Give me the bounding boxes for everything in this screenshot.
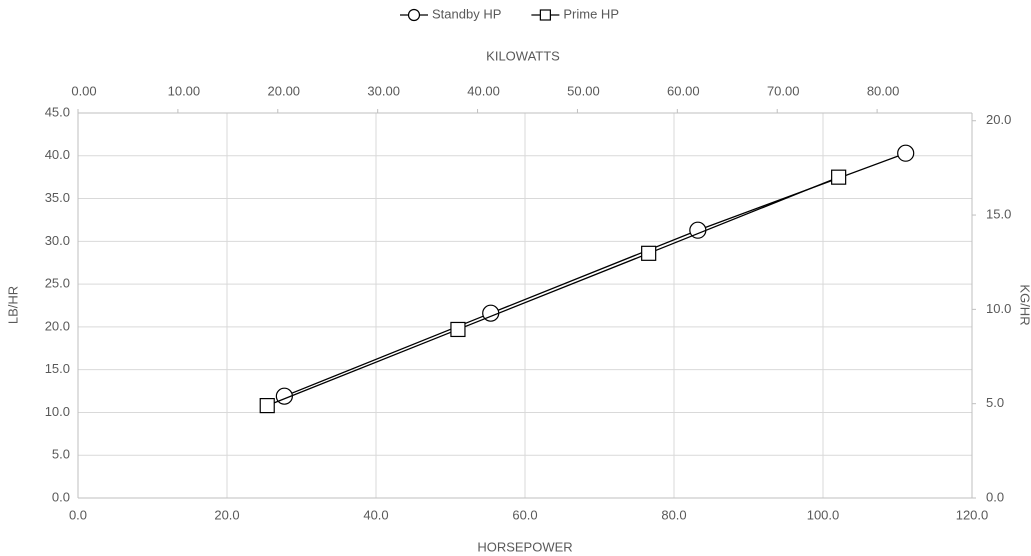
y-tick-label: 40.0 (45, 147, 70, 162)
data-point (641, 245, 657, 261)
y-tick-label: 30.0 (45, 233, 70, 248)
data-point (831, 169, 847, 185)
y-tick-label: 5.0 (52, 447, 70, 462)
y-tick-label: 0.0 (52, 489, 70, 504)
y-tick-label: 15.0 (45, 361, 70, 376)
x2-axis-title: KILOWATTS (486, 48, 560, 63)
x2-tick-label: 40.00 (467, 83, 500, 98)
series-line (266, 176, 839, 407)
y2-tick-label: 5.0 (986, 395, 1004, 410)
y-tick-label: 10.0 (45, 404, 70, 419)
x-tick-label: 0.0 (69, 507, 87, 522)
x2-tick-label: 20.00 (268, 83, 301, 98)
y-tick-label: 25.0 (45, 276, 70, 291)
x-axis-title: HORSEPOWER (477, 539, 572, 554)
x-tick-label: 20.0 (214, 507, 239, 522)
y2-tick-label: 20.0 (986, 112, 1011, 127)
x2-tick-label: 30.00 (367, 83, 400, 98)
x-tick-label: 40.0 (363, 507, 388, 522)
x-tick-label: 60.0 (512, 507, 537, 522)
x2-tick-label: 10.00 (168, 83, 201, 98)
y-tick-label: 35.0 (45, 190, 70, 205)
y2-tick-label: 10.0 (986, 301, 1011, 316)
x-tick-label: 80.0 (661, 507, 686, 522)
y-axis-title: LB/HR (5, 286, 20, 324)
legend-label: Prime HP (563, 6, 619, 21)
data-point (897, 144, 915, 162)
x-tick-label: 100.0 (807, 507, 840, 522)
legend-marker (407, 8, 421, 22)
x-tick-label: 120.0 (956, 507, 989, 522)
x2-tick-label: 80.00 (867, 83, 900, 98)
y-tick-label: 20.0 (45, 318, 70, 333)
x2-tick-label: 70.00 (767, 83, 800, 98)
legend-marker (539, 9, 551, 21)
y2-tick-label: 15.0 (986, 206, 1011, 221)
y2-tick-label: 0.0 (986, 489, 1004, 504)
x2-tick-label: 50.00 (567, 83, 600, 98)
y2-axis-title: KG/HR (1018, 284, 1031, 325)
x2-tick-label: 60.00 (667, 83, 700, 98)
legend-label: Standby HP (432, 6, 501, 21)
data-point (450, 321, 466, 338)
y-tick-label: 45.0 (45, 104, 70, 119)
x2-tick-label: 0.00 (71, 83, 96, 98)
data-point (259, 398, 275, 414)
